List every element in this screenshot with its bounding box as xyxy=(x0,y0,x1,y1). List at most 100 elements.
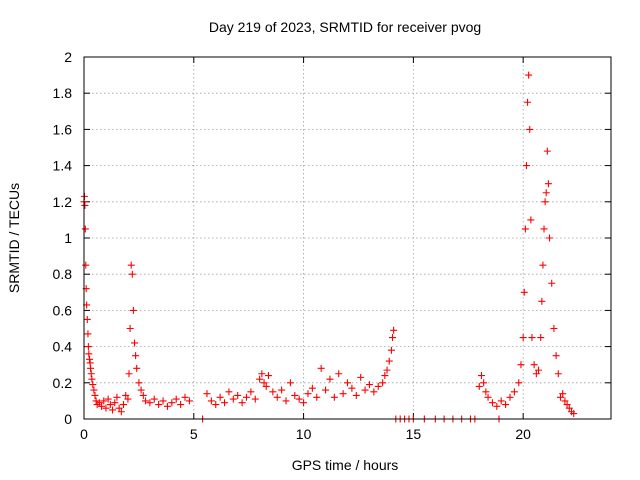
data-point xyxy=(535,366,543,374)
data-point xyxy=(515,379,523,387)
data-point xyxy=(365,381,373,389)
data-point xyxy=(133,364,141,372)
data-point xyxy=(98,402,106,410)
data-point xyxy=(84,343,92,351)
data-point xyxy=(521,225,529,233)
data-point xyxy=(517,361,525,369)
data-point xyxy=(556,393,564,401)
data-point xyxy=(383,366,391,374)
data-point xyxy=(128,270,136,278)
data-point xyxy=(129,306,137,314)
data-point xyxy=(477,372,485,380)
data-point xyxy=(269,388,277,396)
data-point xyxy=(120,401,128,409)
data-point xyxy=(85,350,93,358)
data-point xyxy=(561,397,569,405)
data-point xyxy=(527,216,535,224)
data-point xyxy=(348,384,356,392)
data-point xyxy=(234,391,242,399)
data-point xyxy=(540,225,548,233)
data-point xyxy=(541,198,549,206)
data-point xyxy=(387,346,395,354)
data-point xyxy=(117,408,125,416)
data-point xyxy=(488,399,496,407)
data-point xyxy=(141,397,149,405)
data-point xyxy=(90,386,98,394)
data-point xyxy=(530,361,538,369)
x-tick-label: 20 xyxy=(515,426,531,442)
data-point xyxy=(89,381,97,389)
data-point xyxy=(212,401,220,409)
data-point xyxy=(238,399,246,407)
data-point xyxy=(565,404,573,412)
plot-frame xyxy=(83,56,612,420)
data-point xyxy=(109,406,117,414)
data-point xyxy=(554,370,562,378)
data-point xyxy=(155,401,163,409)
data-point xyxy=(124,395,132,403)
data-point xyxy=(525,71,533,79)
data-point xyxy=(83,315,91,323)
data-point xyxy=(326,375,334,383)
data-point xyxy=(510,388,518,396)
data-points xyxy=(80,71,578,423)
data-point xyxy=(282,397,290,405)
data-point xyxy=(330,393,338,401)
data-point xyxy=(352,391,360,399)
data-point xyxy=(475,382,483,390)
data-point xyxy=(81,225,89,233)
data-point xyxy=(225,388,233,396)
data-point xyxy=(559,390,567,398)
data-point xyxy=(185,397,193,405)
data-point xyxy=(539,261,547,269)
data-point xyxy=(264,372,272,380)
data-point xyxy=(322,386,330,394)
data-point xyxy=(493,402,501,410)
data-point xyxy=(344,379,351,387)
y-tick-label: 0.6 xyxy=(53,302,73,318)
data-point xyxy=(543,147,551,155)
data-point xyxy=(88,375,96,383)
data-point xyxy=(106,401,114,409)
data-point xyxy=(506,393,514,401)
data-point xyxy=(278,386,286,394)
data-point xyxy=(181,393,189,401)
data-point xyxy=(570,410,578,418)
y-tick-label: 1.4 xyxy=(53,158,73,174)
data-point xyxy=(286,379,294,387)
data-point xyxy=(163,402,171,410)
data-point xyxy=(84,330,92,338)
y-tick-label: 1.6 xyxy=(53,121,73,137)
y-tick-label: 0.4 xyxy=(53,339,73,355)
x-axis-title: GPS time / hours xyxy=(292,457,399,473)
data-point xyxy=(111,399,119,407)
data-point xyxy=(374,382,382,390)
data-point xyxy=(537,334,545,342)
data-point xyxy=(552,352,560,360)
data-point xyxy=(390,326,398,334)
data-point xyxy=(563,401,571,409)
data-point xyxy=(172,395,180,403)
data-point xyxy=(381,372,389,380)
y-tick-label: 1.2 xyxy=(53,194,73,210)
data-point xyxy=(385,357,393,365)
data-point xyxy=(308,384,316,392)
data-point xyxy=(370,388,378,396)
data-point xyxy=(548,279,556,287)
y-tick-label: 1 xyxy=(64,230,72,246)
chart-title: Day 219 of 2023, SRMTID for receiver pvo… xyxy=(209,19,481,35)
data-point xyxy=(550,325,558,332)
data-point xyxy=(85,355,93,363)
data-point xyxy=(102,404,110,412)
data-point xyxy=(542,189,550,197)
data-point xyxy=(519,334,527,342)
data-point xyxy=(361,386,369,394)
data-point xyxy=(139,391,147,399)
data-point xyxy=(100,397,108,405)
data-point xyxy=(146,399,154,407)
data-point xyxy=(135,379,143,387)
data-point xyxy=(242,393,250,401)
data-point xyxy=(137,386,145,394)
y-tick-label: 2 xyxy=(64,49,72,65)
